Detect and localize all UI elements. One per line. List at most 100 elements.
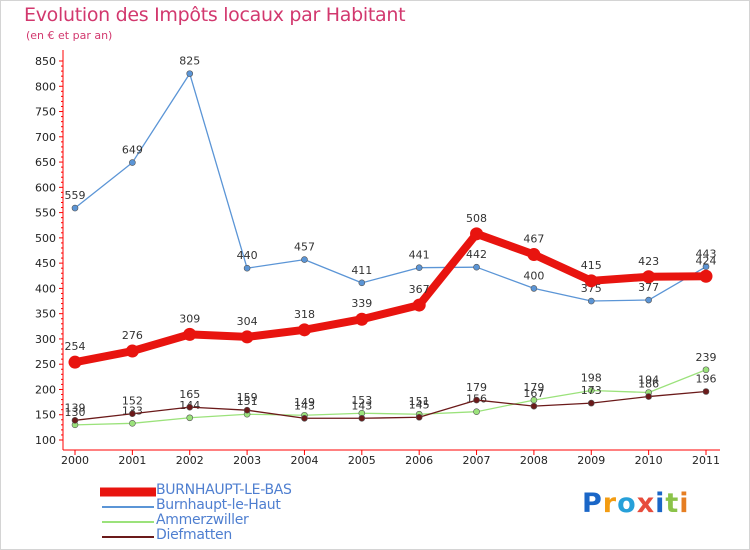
y-tick-label: 300 (35, 333, 56, 346)
data-label: 442 (466, 248, 487, 261)
data-point (358, 279, 366, 287)
data-label: 367 (409, 283, 430, 296)
data-label: 443 (696, 248, 717, 261)
data-label: 159 (237, 391, 258, 404)
data-label: 508 (466, 212, 487, 225)
logo-letter: i (655, 488, 666, 519)
data-label: 198 (581, 371, 602, 384)
data-point (642, 270, 656, 284)
data-point (473, 396, 480, 404)
legend-label: BURNHAUPT-LE-BAS (156, 482, 292, 498)
data-label: 196 (696, 372, 717, 385)
data-label: 143 (351, 399, 372, 412)
legend-label: Burnhaupt-le-Haut (156, 497, 281, 513)
data-point (527, 248, 541, 262)
y-tick-label: 700 (35, 131, 56, 144)
data-point (587, 297, 595, 305)
data-label: 339 (351, 297, 372, 310)
data-label: 415 (581, 259, 602, 272)
data-label: 179 (466, 381, 487, 394)
data-label: 194 (638, 373, 659, 386)
data-point (71, 204, 79, 212)
y-tick-label: 800 (35, 80, 56, 93)
data-label: 441 (409, 249, 430, 262)
logo-letter: P (582, 488, 603, 519)
data-label: 179 (523, 381, 544, 394)
data-label: 254 (65, 340, 86, 353)
x-tick-label: 2007 (463, 454, 491, 467)
series-line (74, 369, 707, 426)
series-line (74, 72, 707, 302)
data-point (702, 263, 710, 270)
data-point (530, 402, 538, 410)
data-point (129, 420, 136, 427)
data-point (186, 414, 194, 422)
data-point (71, 416, 79, 424)
data-point (415, 264, 423, 271)
chart-title: Evolution des Impôts locaux par Habitant (24, 4, 406, 26)
data-point (470, 227, 484, 241)
data-label: 424 (696, 254, 717, 267)
data-point (186, 403, 194, 411)
data-label: 457 (294, 241, 315, 254)
x-tick-label: 2000 (61, 454, 89, 467)
data-label: 173 (581, 384, 602, 397)
data-label: 239 (696, 351, 717, 364)
data-point (587, 399, 595, 407)
y-tick-label: 350 (35, 308, 56, 321)
data-label: 130 (65, 406, 86, 419)
data-point (297, 323, 311, 337)
data-label: 145 (409, 398, 430, 411)
y-tick-label: 850 (35, 55, 56, 68)
logo-letter: t (665, 488, 680, 519)
y-tick-label: 500 (35, 232, 56, 245)
data-point (412, 298, 426, 312)
y-tick-label: 750 (35, 106, 56, 119)
data-label: 559 (65, 189, 86, 202)
data-label: 440 (237, 249, 258, 262)
series-line (74, 229, 707, 367)
x-tick-label: 2011 (692, 454, 720, 467)
data-point (702, 388, 710, 395)
x-tick-label: 2003 (233, 454, 261, 467)
legend-swatch (102, 536, 154, 538)
x-tick-label: 2005 (348, 454, 376, 467)
legend-label: Diefmatten (156, 527, 232, 543)
data-label: 167 (523, 387, 544, 400)
data-point (473, 408, 480, 416)
data-point (587, 387, 595, 394)
data-label: 151 (237, 395, 258, 408)
data-label: 165 (179, 388, 200, 401)
logo-letter: o (617, 488, 637, 519)
data-point (125, 344, 139, 358)
x-tick-label: 2001 (118, 454, 146, 467)
data-label: 467 (523, 233, 544, 246)
data-label: 276 (122, 329, 143, 342)
legend-swatch (100, 487, 156, 497)
data-label: 375 (581, 282, 602, 295)
data-label: 152 (122, 395, 143, 408)
data-point (645, 296, 652, 304)
data-point (358, 414, 366, 422)
data-point (68, 355, 82, 369)
data-point (240, 330, 254, 344)
data-label: 149 (294, 396, 315, 409)
data-point (645, 393, 652, 400)
legend-swatch (102, 506, 154, 508)
y-tick-label: 550 (35, 207, 56, 220)
y-tick-label: 100 (35, 434, 56, 447)
data-point (702, 366, 710, 374)
data-label: 151 (409, 395, 430, 408)
x-tick-label: 2009 (577, 454, 605, 467)
data-point (530, 285, 538, 292)
series-line (74, 390, 707, 421)
data-label: 411 (351, 264, 372, 277)
data-point (473, 263, 480, 271)
y-tick-label: 600 (35, 181, 56, 194)
logo-letter: r (602, 488, 618, 519)
data-point (129, 159, 136, 166)
data-point (243, 264, 251, 272)
data-label: 649 (122, 144, 143, 157)
y-tick-label: 650 (35, 156, 56, 169)
